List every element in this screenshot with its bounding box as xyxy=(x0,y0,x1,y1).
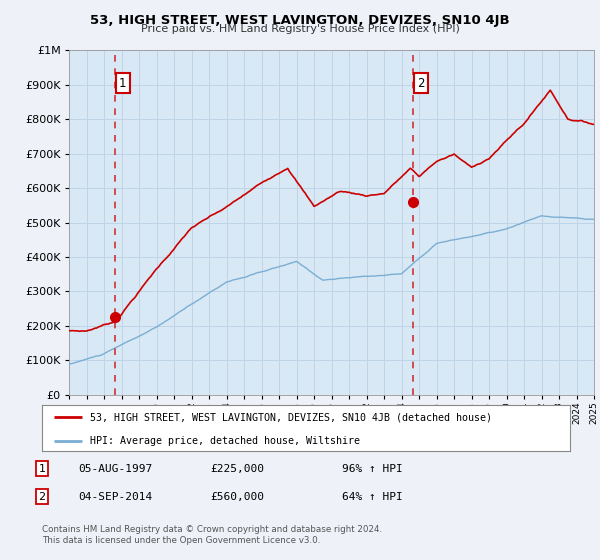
Text: 96% ↑ HPI: 96% ↑ HPI xyxy=(342,464,403,474)
Text: 1: 1 xyxy=(119,77,127,90)
Text: 53, HIGH STREET, WEST LAVINGTON, DEVIZES, SN10 4JB (detached house): 53, HIGH STREET, WEST LAVINGTON, DEVIZES… xyxy=(89,412,491,422)
Text: 53, HIGH STREET, WEST LAVINGTON, DEVIZES, SN10 4JB: 53, HIGH STREET, WEST LAVINGTON, DEVIZES… xyxy=(90,14,510,27)
Text: 05-AUG-1997: 05-AUG-1997 xyxy=(78,464,152,474)
Text: Contains HM Land Registry data © Crown copyright and database right 2024.
This d: Contains HM Land Registry data © Crown c… xyxy=(42,525,382,545)
Text: 2: 2 xyxy=(418,77,425,90)
Text: £225,000: £225,000 xyxy=(210,464,264,474)
Text: Price paid vs. HM Land Registry's House Price Index (HPI): Price paid vs. HM Land Registry's House … xyxy=(140,24,460,34)
Text: 2: 2 xyxy=(38,492,46,502)
Text: £560,000: £560,000 xyxy=(210,492,264,502)
Text: 1: 1 xyxy=(38,464,46,474)
Text: 04-SEP-2014: 04-SEP-2014 xyxy=(78,492,152,502)
Text: 64% ↑ HPI: 64% ↑ HPI xyxy=(342,492,403,502)
Text: HPI: Average price, detached house, Wiltshire: HPI: Average price, detached house, Wilt… xyxy=(89,436,359,446)
